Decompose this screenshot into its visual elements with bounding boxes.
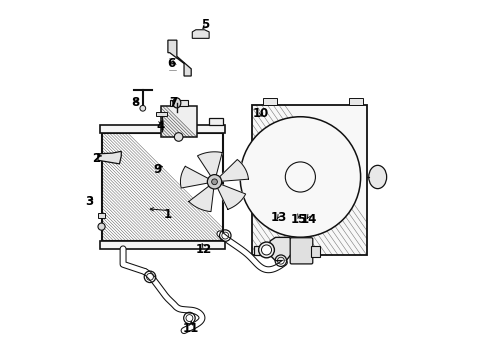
Text: 2: 2 xyxy=(92,152,100,165)
Circle shape xyxy=(98,223,105,230)
Bar xyxy=(161,107,196,137)
Text: 1: 1 xyxy=(164,208,172,221)
Text: 10: 10 xyxy=(253,107,270,120)
Bar xyxy=(170,100,188,107)
Bar xyxy=(98,213,105,218)
Polygon shape xyxy=(189,185,214,212)
Text: 14: 14 xyxy=(301,213,317,226)
Text: 3: 3 xyxy=(85,195,93,208)
Circle shape xyxy=(240,117,361,237)
Circle shape xyxy=(174,133,183,141)
Text: 4: 4 xyxy=(157,120,165,133)
Circle shape xyxy=(262,245,271,255)
Text: 6: 6 xyxy=(168,57,175,70)
Text: 8: 8 xyxy=(131,96,140,109)
Ellipse shape xyxy=(173,98,181,108)
Bar xyxy=(263,98,277,105)
Bar xyxy=(156,112,167,116)
Circle shape xyxy=(259,242,274,258)
Polygon shape xyxy=(180,166,209,188)
Polygon shape xyxy=(192,30,209,39)
Text: 12: 12 xyxy=(196,243,212,256)
Bar xyxy=(100,241,225,249)
Text: 11: 11 xyxy=(183,322,199,335)
Polygon shape xyxy=(168,40,191,76)
Circle shape xyxy=(212,179,218,185)
Text: 15: 15 xyxy=(291,213,307,226)
Text: 7: 7 xyxy=(169,96,177,109)
Bar xyxy=(209,118,223,126)
Polygon shape xyxy=(217,184,245,210)
Polygon shape xyxy=(269,237,292,261)
Circle shape xyxy=(140,105,146,111)
Polygon shape xyxy=(98,151,122,164)
Text: 5: 5 xyxy=(201,18,210,31)
Text: 13: 13 xyxy=(271,211,287,224)
FancyBboxPatch shape xyxy=(290,238,313,264)
Bar xyxy=(349,98,364,105)
Bar xyxy=(311,246,320,257)
Polygon shape xyxy=(197,152,222,177)
Bar xyxy=(252,105,367,255)
Bar xyxy=(101,134,223,241)
Circle shape xyxy=(207,175,221,189)
Text: 9: 9 xyxy=(153,163,161,176)
Bar xyxy=(100,126,225,134)
Polygon shape xyxy=(219,159,248,181)
Bar xyxy=(254,246,270,255)
Ellipse shape xyxy=(368,165,387,189)
